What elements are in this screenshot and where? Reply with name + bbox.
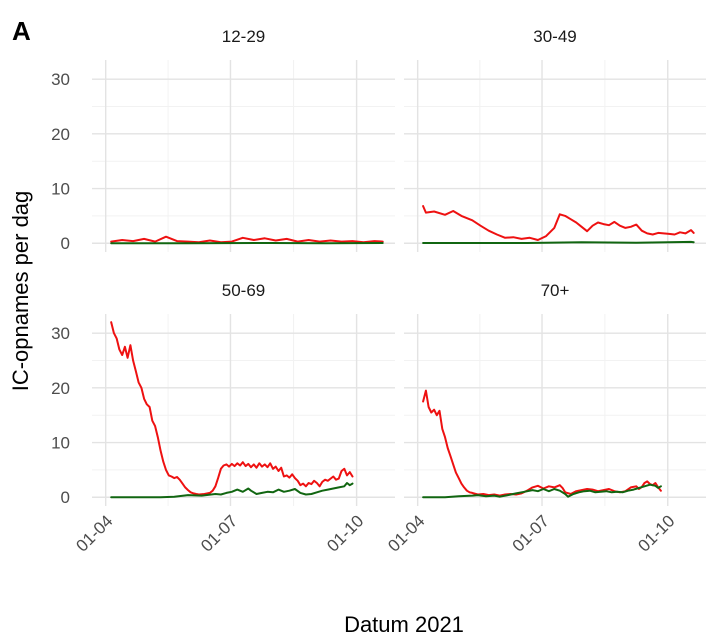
x-axis-title: Datum 2021 xyxy=(344,612,464,637)
y-tick-label: 0 xyxy=(61,488,70,507)
x-tick-label: 01-07 xyxy=(509,511,553,555)
y-tick-label: 20 xyxy=(51,125,70,144)
series-line-green xyxy=(422,483,662,499)
x-tick-label: 01-04 xyxy=(384,511,428,555)
facet-panel-4: 70+ 01-04 01-07 01-10 xyxy=(384,281,706,556)
y-tick-label: 10 xyxy=(51,180,70,199)
series-line-red xyxy=(110,321,354,496)
y-tick-label: 20 xyxy=(51,379,70,398)
facet-panels: 12-29 0 10 20 30 30-49 50-69 0 10 20 30 01-04 01-07 0… xyxy=(51,27,706,556)
x-tick-label: 01-04 xyxy=(72,511,116,555)
facet-panel-3: 50-69 0 10 20 30 01-04 01-07 01-10 xyxy=(51,281,395,556)
facet-title: 70+ xyxy=(541,281,570,300)
x-tick-label: 01-07 xyxy=(197,511,241,555)
y-tick-label: 30 xyxy=(51,70,70,89)
series-line-red xyxy=(422,389,662,497)
series-line-green xyxy=(110,482,354,499)
panel-tag: A xyxy=(12,16,31,46)
y-tick-label: 0 xyxy=(61,234,70,253)
facet-title: 50-69 xyxy=(222,281,265,300)
y-axis-title: IC-opnames per dag xyxy=(8,191,33,392)
facet-title: 30-49 xyxy=(533,27,576,46)
facet-panel-1: 12-29 0 10 20 30 xyxy=(51,27,395,253)
x-tick-label: 01-10 xyxy=(323,511,367,555)
y-tick-label: 30 xyxy=(51,324,70,343)
series-line-red xyxy=(422,205,695,241)
facet-title: 12-29 xyxy=(222,27,265,46)
facet-panel-2: 30-49 xyxy=(404,27,706,252)
series-line-red xyxy=(110,235,384,244)
series-line-green xyxy=(422,240,695,244)
y-tick-label: 10 xyxy=(51,434,70,453)
x-tick-label: 01-10 xyxy=(634,511,678,555)
